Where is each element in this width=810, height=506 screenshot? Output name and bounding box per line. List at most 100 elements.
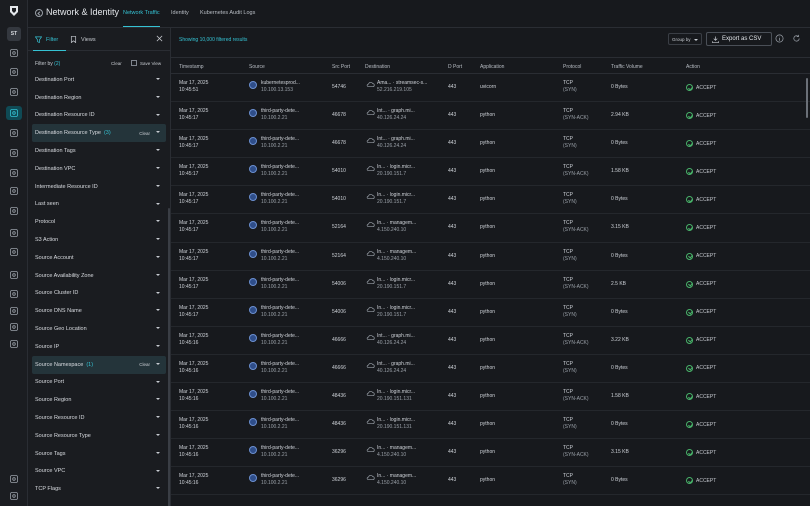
- row-source[interactable]: third-party-dete... 10.100.2.21: [261, 389, 300, 403]
- row-source[interactable]: third-party-dete... 10.100.2.21: [261, 136, 300, 150]
- table-row[interactable]: Mar 17, 2025 10:45:17 third-party-dete... 1…: [171, 158, 810, 187]
- filter-scrollbar[interactable]: [168, 208, 170, 506]
- row-source[interactable]: third-party-dete... 10.100.2.21: [261, 276, 300, 290]
- filter-item[interactable]: Source Cluster ID: [32, 285, 166, 303]
- filter-item[interactable]: Destination Region: [32, 89, 166, 107]
- network-icon[interactable]: [6, 106, 22, 120]
- inventory-icon[interactable]: [9, 67, 19, 77]
- row-source[interactable]: third-party-dete... 10.100.2.21: [261, 164, 300, 178]
- settings-icon[interactable]: [9, 270, 19, 280]
- filter-item[interactable]: Protocol: [32, 213, 166, 231]
- table-row[interactable]: Mar 17, 2025 10:45:17 third-party-dete... 1…: [171, 214, 810, 243]
- table-row[interactable]: Mar 17, 2025 10:45:17 third-party-dete... 1…: [171, 271, 810, 299]
- row-destination[interactable]: In... · managem... 4.150.240.10: [377, 445, 417, 459]
- row-source[interactable]: third-party-dete... 10.100.2.21: [261, 192, 300, 206]
- row-destination[interactable]: In... · login.micr... 20.190.151.7: [377, 192, 416, 206]
- org-icon[interactable]: [9, 339, 19, 349]
- filter-item-clear-button[interactable]: Clear: [139, 130, 150, 136]
- group-by-select[interactable]: Group by: [668, 33, 702, 45]
- column-destination[interactable]: Destination: [365, 64, 391, 70]
- filter-item[interactable]: Source Availability Zone: [32, 267, 166, 285]
- tab-views[interactable]: Views: [70, 36, 96, 43]
- row-source[interactable]: third-party-dete... 10.100.2.21: [261, 304, 300, 318]
- row-source[interactable]: third-party-dete... 10.100.2.21: [261, 417, 300, 431]
- users-icon[interactable]: [9, 322, 19, 332]
- integrations-icon[interactable]: [9, 247, 19, 257]
- shield-icon[interactable]: [9, 148, 19, 158]
- table-row[interactable]: Mar 17, 2025 10:45:16 third-party-dete... 1…: [171, 327, 810, 355]
- column-source[interactable]: Source: [249, 64, 265, 70]
- filter-item[interactable]: Source Resource Type: [32, 427, 166, 445]
- row-destination[interactable]: In... · managem... 4.150.240.10: [377, 220, 417, 234]
- row-destination[interactable]: Int... · graph.mi... 40.126.24.24: [377, 332, 415, 346]
- filter-item[interactable]: Intermediate Resource ID: [32, 178, 166, 196]
- table-scrollbar[interactable]: [806, 78, 808, 118]
- filter-item[interactable]: Source Namespace (1) Clear: [32, 355, 166, 374]
- tools-icon[interactable]: [9, 128, 19, 138]
- row-destination[interactable]: Int... · graph.mi... 40.126.24.24: [377, 360, 415, 374]
- refresh-icon[interactable]: [792, 34, 801, 43]
- info-icon[interactable]: [775, 34, 784, 43]
- row-destination[interactable]: In... · login.micr... 20.190.151.131: [377, 389, 416, 403]
- check-icon[interactable]: [9, 206, 19, 216]
- row-source[interactable]: third-party-dete... 10.100.2.21: [261, 220, 300, 234]
- column-action[interactable]: Action: [686, 64, 700, 70]
- filter-item[interactable]: Destination Port: [32, 71, 166, 89]
- row-source[interactable]: third-party-dete... 10.100.2.21: [261, 360, 300, 374]
- row-destination[interactable]: In... · managem... 4.150.240.10: [377, 473, 417, 487]
- column-application[interactable]: Application: [480, 64, 505, 70]
- table-row[interactable]: Mar 17, 2025 10:45:16 third-party-dete... 1…: [171, 383, 810, 412]
- table-row[interactable]: Mar 17, 2025 10:45:17 third-party-dete... 1…: [171, 130, 810, 159]
- row-source[interactable]: kubernetesprod... 10.100.13.153: [261, 80, 300, 93]
- alert-icon[interactable]: [9, 168, 19, 178]
- row-destination[interactable]: Int... · graph.mi... 40.126.24.24: [377, 108, 415, 122]
- row-source[interactable]: third-party-dete... 10.100.2.21: [261, 108, 300, 122]
- table-row[interactable]: Mar 17, 2025 10:45:16 third-party-dete... 1…: [171, 467, 810, 496]
- filter-item[interactable]: S3 Action: [32, 231, 166, 249]
- dashboard-icon[interactable]: [9, 48, 19, 58]
- filter-item-clear-button[interactable]: Clear: [139, 362, 150, 368]
- row-destination[interactable]: Int... · graph.mi... 40.126.24.24: [377, 136, 415, 150]
- column-traffic-volume[interactable]: Traffic Volume: [611, 64, 643, 70]
- row-source[interactable]: third-party-dete... 10.100.2.21: [261, 473, 300, 487]
- table-row[interactable]: Mar 17, 2025 10:45:17 third-party-dete... 1…: [171, 186, 810, 215]
- filter-item[interactable]: Destination Tags: [32, 142, 166, 160]
- filter-item[interactable]: TCP Flags: [32, 480, 166, 498]
- column-timestamp[interactable]: Timestamp: [179, 64, 204, 70]
- help-icon[interactable]: [9, 474, 19, 484]
- filter-item[interactable]: Source Port: [32, 374, 166, 392]
- row-source[interactable]: third-party-dete... 10.100.2.21: [261, 445, 300, 459]
- filter-item[interactable]: Destination Resource Type (3) Clear: [32, 124, 166, 143]
- close-icon[interactable]: [156, 35, 163, 42]
- tab-network-traffic[interactable]: Network Traffic: [123, 10, 160, 27]
- filter-item[interactable]: Source DNS Name: [32, 302, 166, 320]
- table-row[interactable]: Mar 17, 2025 10:45:51 kubernetesprod... 10.…: [171, 74, 810, 103]
- avatar[interactable]: ST: [7, 27, 21, 41]
- clear-filters-button[interactable]: Clear: [111, 61, 122, 66]
- row-source[interactable]: third-party-dete... 10.100.2.21: [261, 332, 300, 346]
- tab-kubernetes-audit-logs[interactable]: Kubernetes Audit Logs: [200, 10, 256, 16]
- row-destination[interactable]: In... · login.micr... 20.190.151.7: [377, 304, 416, 318]
- table-row[interactable]: Mar 17, 2025 10:45:17 third-party-dete... 1…: [171, 102, 810, 131]
- compliance-icon[interactable]: [9, 186, 19, 196]
- table-row[interactable]: Mar 17, 2025 10:45:17 third-party-dete... 1…: [171, 299, 810, 327]
- ai-icon[interactable]: [9, 228, 19, 238]
- filter-item[interactable]: Source Resource ID: [32, 409, 166, 427]
- filter-item[interactable]: Source Region: [32, 391, 166, 409]
- report-icon[interactable]: [9, 289, 19, 299]
- tab-filter[interactable]: Filter: [32, 36, 67, 51]
- vulnerability-icon[interactable]: [9, 306, 19, 316]
- export-csv-button[interactable]: Export as CSV: [706, 32, 772, 46]
- filter-item[interactable]: Last seen: [32, 196, 166, 214]
- table-row[interactable]: Mar 17, 2025 10:45:16 third-party-dete... 1…: [171, 411, 810, 440]
- filter-item[interactable]: Source Geo Location: [32, 320, 166, 338]
- back-icon[interactable]: [35, 9, 43, 17]
- findings-icon[interactable]: [9, 87, 19, 97]
- save-view-button[interactable]: Save View: [131, 60, 161, 66]
- filter-item[interactable]: Source Tags: [32, 445, 166, 463]
- filter-item[interactable]: Source IP: [32, 338, 166, 356]
- row-destination[interactable]: In... · login.micr... 20.190.151.7: [377, 276, 416, 290]
- row-destination[interactable]: In... · managem... 4.150.240.10: [377, 248, 417, 262]
- filter-item[interactable]: Source Account: [32, 249, 166, 267]
- row-destination[interactable]: Ama... · streamsec-s... 52.216.219.105: [377, 80, 428, 93]
